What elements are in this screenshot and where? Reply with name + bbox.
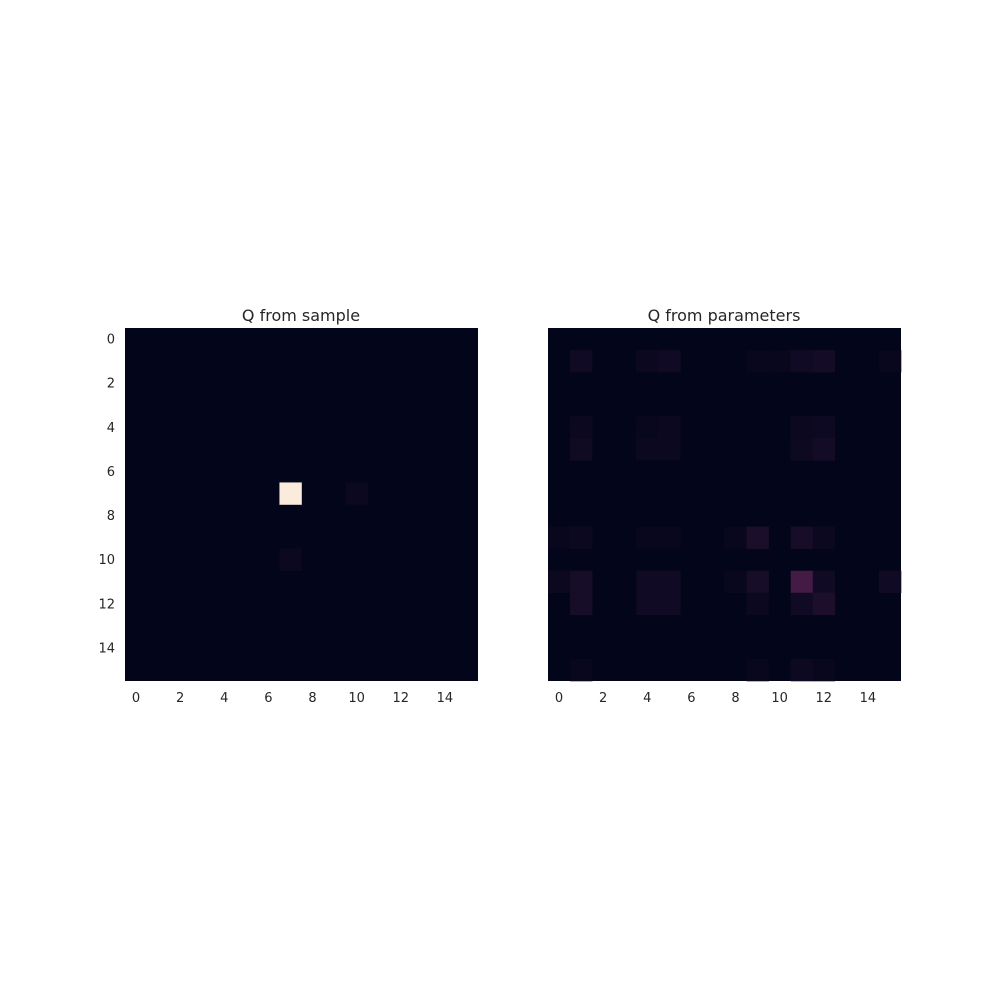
heatmap-cell — [548, 526, 571, 549]
heatmap-cell — [570, 592, 593, 616]
y-tick-label: 4 — [107, 421, 115, 436]
heatmap-cell — [790, 570, 814, 594]
heatmap-cell — [570, 438, 593, 461]
heatmap-cell — [746, 592, 769, 616]
heatmap-cell — [812, 526, 836, 549]
heatmap-cell — [724, 570, 747, 594]
heatmap-cell — [570, 416, 593, 439]
heatmap-cell — [790, 438, 814, 461]
heatmap-cell — [812, 592, 836, 616]
x-tick-label: 0 — [555, 691, 563, 706]
heatmap-cell — [548, 570, 571, 594]
x-axis-ticks: 0 2 4 6 8 10 12 14 — [555, 691, 876, 706]
heatmap-cell — [658, 570, 681, 594]
y-tick-label: 2 — [107, 377, 115, 392]
heatmap-cell — [279, 548, 302, 571]
heatmap-cell — [570, 570, 593, 594]
x-tick-label: 10 — [348, 691, 365, 706]
heatmap-cell — [790, 658, 814, 682]
heatmap-cells — [548, 328, 902, 682]
heatmap-cell — [636, 438, 659, 461]
y-tick-label: 6 — [107, 465, 115, 480]
x-tick-label: 4 — [643, 691, 651, 706]
heatmap-cell — [746, 350, 769, 373]
x-tick-label: 6 — [687, 691, 695, 706]
heatmap-cell — [636, 526, 659, 549]
heatmap-cell — [790, 416, 814, 439]
heatmap-cell — [812, 658, 836, 682]
x-tick-label: 10 — [771, 691, 788, 706]
heatmap-cell — [658, 416, 681, 439]
heatmap-cell — [636, 350, 659, 373]
x-tick-label: 2 — [176, 691, 184, 706]
y-tick-label: 10 — [98, 553, 115, 568]
heatmap-cell — [812, 416, 836, 439]
chart-title: Q from sample — [242, 306, 360, 325]
x-tick-label: 14 — [437, 691, 454, 706]
heatmap-cell — [658, 526, 681, 549]
heatmap-cell — [570, 350, 593, 373]
x-axis-ticks: 0 2 4 6 8 10 12 14 — [132, 691, 453, 706]
heatmap-cell — [724, 526, 747, 549]
heatmap-cell — [812, 438, 836, 461]
heatmap-cells — [125, 328, 478, 681]
heatmap-cell — [790, 350, 814, 373]
heatmap-cell — [570, 526, 593, 549]
heatmap-cell — [636, 592, 659, 616]
heatmap-background — [548, 328, 901, 681]
heatmap-cell — [570, 658, 593, 682]
heatmap-cell — [878, 570, 902, 594]
chart-title: Q from parameters — [648, 306, 801, 325]
heatmap-cell — [768, 350, 791, 373]
heatmap-cell — [279, 482, 302, 505]
x-tick-label: 14 — [860, 691, 877, 706]
x-tick-label: 12 — [393, 691, 410, 706]
heatmap-cell — [746, 570, 769, 594]
y-tick-label: 8 — [107, 509, 115, 524]
heatmap-cell — [658, 592, 681, 616]
heatmap-cell — [658, 438, 681, 461]
heatmap-cell — [812, 570, 836, 594]
heatmap-cell — [636, 416, 659, 439]
heatmap-cell — [878, 350, 902, 373]
heatmap-panel-parameters: Q from parameters 0 2 4 6 8 10 12 14 — [548, 306, 902, 706]
x-tick-label: 8 — [308, 691, 316, 706]
heatmap-cell — [790, 592, 814, 616]
heatmap-cell — [658, 350, 681, 373]
y-tick-label: 12 — [98, 597, 115, 612]
heatmap-cell — [812, 350, 836, 373]
y-axis-ticks: 0 2 4 6 8 10 12 14 — [98, 333, 115, 657]
heatmap-cell — [790, 526, 814, 549]
heatmap-panel-sample: Q from sample 0 2 4 6 8 10 12 14 0 2 4 6 8 10 12 14 — [98, 306, 478, 706]
x-tick-label: 2 — [599, 691, 607, 706]
y-tick-label: 0 — [107, 333, 115, 348]
heatmap-cell — [345, 482, 368, 505]
heatmap-cell — [636, 570, 659, 594]
x-tick-label: 4 — [220, 691, 228, 706]
heatmap-cell — [746, 526, 769, 549]
x-tick-label: 8 — [731, 691, 739, 706]
y-tick-label: 14 — [98, 641, 115, 656]
x-tick-label: 0 — [132, 691, 140, 706]
x-tick-label: 12 — [816, 691, 833, 706]
heatmap-cell — [746, 658, 769, 682]
x-tick-label: 6 — [264, 691, 272, 706]
